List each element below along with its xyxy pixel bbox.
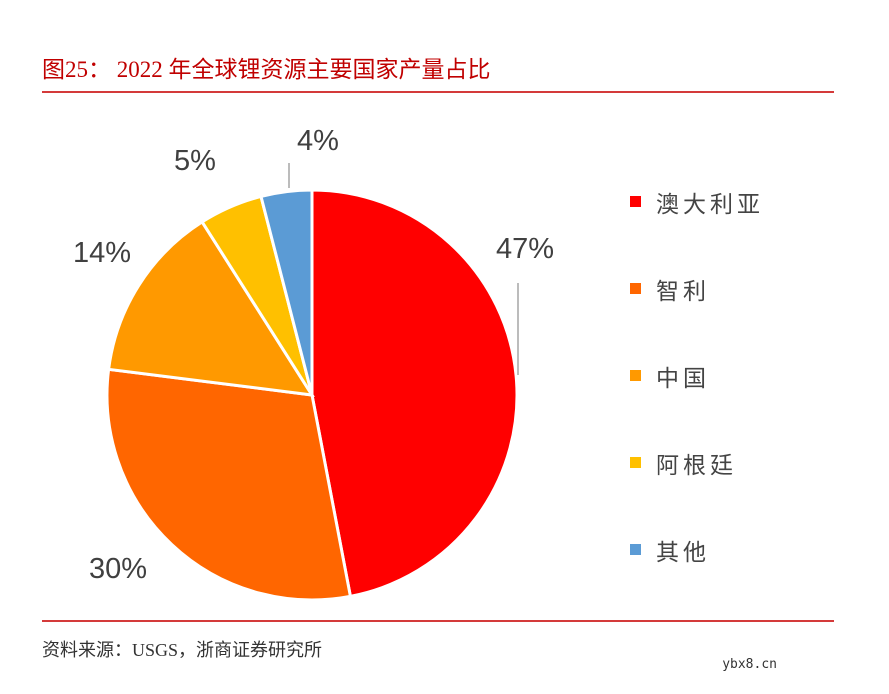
pie-slice-2 bbox=[106, 219, 315, 397]
legend-item: 其他 bbox=[630, 506, 764, 593]
watermark: ybx8.cn bbox=[722, 657, 777, 672]
legend-label: 中国 bbox=[656, 365, 710, 392]
legend-item: 澳大利亚 bbox=[630, 158, 764, 245]
chart-title: 图25： 2022 年全球锂资源主要国家产量占比 bbox=[42, 57, 491, 82]
legend: 澳大利亚智利中国阿根廷其他 bbox=[630, 158, 764, 593]
legend-swatch bbox=[630, 370, 641, 381]
legend-swatch bbox=[630, 544, 641, 555]
legend-swatch bbox=[630, 196, 641, 207]
legend-swatch bbox=[630, 283, 641, 294]
legend-item: 智利 bbox=[630, 245, 764, 332]
pie-slice-1 bbox=[105, 367, 353, 602]
data-label: 4% bbox=[297, 125, 339, 157]
legend-label: 其他 bbox=[656, 539, 710, 566]
data-label: 14% bbox=[73, 237, 131, 269]
pie-slice-0 bbox=[310, 188, 519, 599]
legend-item: 中国 bbox=[630, 332, 764, 419]
legend-label: 澳大利亚 bbox=[656, 191, 764, 218]
legend-label: 智利 bbox=[656, 278, 710, 305]
title-divider bbox=[42, 91, 834, 93]
data-label: 47% bbox=[496, 233, 554, 265]
legend-item: 阿根廷 bbox=[630, 419, 764, 506]
data-label: 30% bbox=[89, 553, 147, 585]
legend-swatch bbox=[630, 457, 641, 468]
source-divider bbox=[42, 620, 834, 622]
data-label: 5% bbox=[174, 145, 216, 177]
legend-label: 阿根廷 bbox=[656, 452, 737, 479]
pie-slice-4 bbox=[259, 188, 314, 396]
source-note: 资料来源：USGS，浙商证券研究所 bbox=[42, 640, 323, 660]
